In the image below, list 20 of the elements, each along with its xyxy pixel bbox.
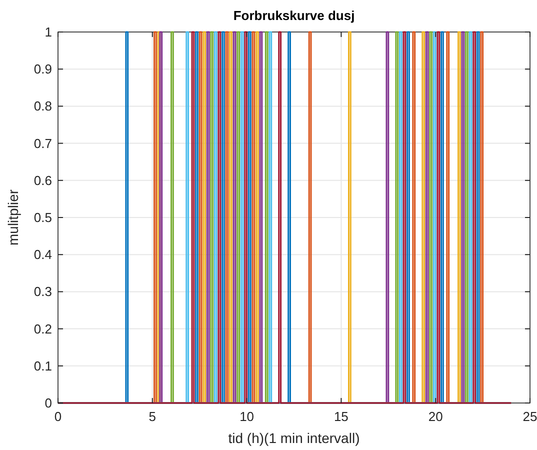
y-tick-label: 0.7 <box>34 136 52 151</box>
x-tick-label: 25 <box>522 409 537 424</box>
y-tick-label: 0.9 <box>34 62 52 77</box>
y-tick-label: 0.4 <box>34 247 52 262</box>
y-tick-label: 1 <box>44 24 52 40</box>
y-tick-label: 0.2 <box>34 321 52 336</box>
y-tick-label: 0.8 <box>34 98 52 114</box>
y-tick-label: 0 <box>44 396 52 410</box>
y-tick-label: 0.5 <box>34 210 52 225</box>
x-axis-title: tid (h)(1 min intervall) <box>228 430 360 446</box>
x-tick-label: 0 <box>54 409 62 424</box>
y-tick-label: 0.1 <box>34 358 52 374</box>
x-tick-label: 20 <box>428 409 443 424</box>
chart-title: Forbrukskurve dusj <box>233 8 355 23</box>
y-tick-label: 0.3 <box>34 284 52 300</box>
y-axis-title: mulitplier <box>5 189 21 246</box>
x-tick-label: 5 <box>148 409 156 424</box>
x-tick-label: 10 <box>240 409 254 424</box>
x-tick-label: 15 <box>334 409 348 424</box>
y-tick-label: 0.6 <box>34 172 52 188</box>
